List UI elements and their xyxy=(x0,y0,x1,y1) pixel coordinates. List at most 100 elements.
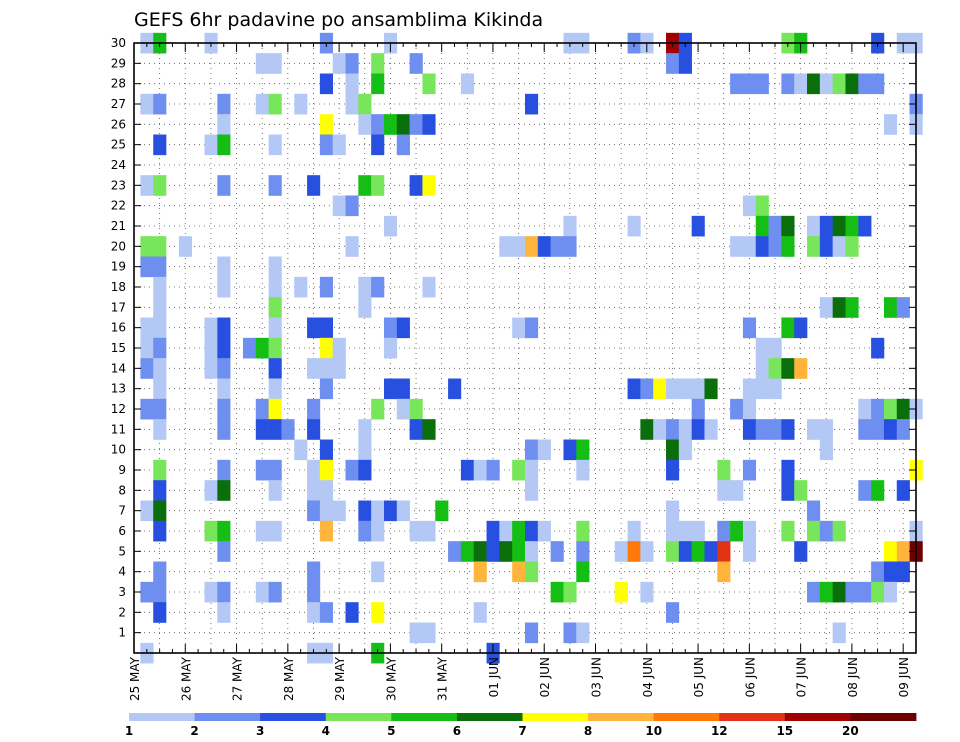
heatmap-cell xyxy=(255,398,269,420)
y-axis: 1234567891011121314151617181920212223242… xyxy=(111,36,916,640)
heatmap-cell xyxy=(640,419,654,440)
heatmap-cell xyxy=(666,378,680,400)
y-tick-label: 8 xyxy=(118,483,126,497)
heatmap-cell xyxy=(678,520,692,542)
heatmap-cell xyxy=(742,195,757,217)
heatmap-cell xyxy=(512,541,526,562)
heatmap-cell xyxy=(883,581,898,603)
legend-label: 6 xyxy=(453,724,461,738)
heatmap-cell xyxy=(396,500,410,522)
heatmap-cell xyxy=(294,276,308,298)
legend-swatch xyxy=(325,713,392,721)
y-tick-label: 4 xyxy=(118,565,126,579)
heatmap-cell xyxy=(460,73,475,95)
heatmap-cell xyxy=(332,53,346,74)
heatmap-cell xyxy=(204,317,218,339)
heatmap-cell xyxy=(730,480,744,501)
heatmap-cell xyxy=(563,439,577,461)
heatmap-cell xyxy=(653,378,667,400)
heatmap-cell xyxy=(678,439,692,461)
legend-label: 7 xyxy=(518,724,526,738)
heatmap-cell xyxy=(268,358,282,379)
heatmap-cell xyxy=(319,114,334,135)
heatmap-cell xyxy=(153,520,167,542)
heatmap-cell xyxy=(371,134,385,156)
heatmap-cell xyxy=(153,358,167,379)
heatmap-cell xyxy=(525,561,539,583)
heatmap-cell xyxy=(332,500,346,522)
heatmap-cell xyxy=(255,53,269,74)
legend-swatch xyxy=(653,713,720,721)
heatmap-cell xyxy=(268,53,282,74)
x-tick-label: 31 MAY xyxy=(436,656,450,701)
heatmap-cell xyxy=(319,134,334,156)
heatmap-cell xyxy=(383,500,398,522)
heatmap-cell xyxy=(153,459,167,481)
heatmap-cell xyxy=(204,358,218,379)
heatmap-cell xyxy=(550,581,564,603)
heatmap-cell xyxy=(678,378,692,400)
heatmap-cell xyxy=(371,73,385,95)
heatmap-cell xyxy=(499,236,513,257)
heatmap-cell xyxy=(858,480,872,501)
y-tick-label: 15 xyxy=(111,341,126,355)
heatmap-cell xyxy=(832,520,846,542)
heatmap-cell xyxy=(345,93,359,115)
heatmap-cell xyxy=(217,358,231,379)
heatmap-cell xyxy=(807,581,821,603)
heatmap-cell xyxy=(371,602,385,623)
heatmap-cell xyxy=(268,256,282,278)
legend-swatch xyxy=(129,713,195,721)
heatmap-cell xyxy=(794,358,808,379)
heatmap-cell xyxy=(140,236,154,257)
y-tick-label: 5 xyxy=(118,544,126,558)
heatmap-cell xyxy=(332,358,346,379)
heatmap-cell xyxy=(409,398,423,420)
heatmap-cell xyxy=(755,378,769,400)
heatmap-cell xyxy=(422,419,436,440)
heatmap-cell xyxy=(794,73,808,95)
heatmap-cell xyxy=(140,175,154,196)
heatmap-cell xyxy=(371,520,385,542)
heatmap-cell xyxy=(153,378,167,400)
legend-label: 8 xyxy=(584,724,592,738)
heatmap-cell xyxy=(153,561,167,583)
heatmap-cell xyxy=(358,439,372,461)
heatmap-cell xyxy=(614,541,628,562)
heatmap-cell xyxy=(781,520,795,542)
heatmap-cell xyxy=(563,622,577,644)
heatmap-cell xyxy=(691,398,705,420)
heatmap-cell xyxy=(153,581,167,603)
heatmap-cell xyxy=(255,337,269,359)
heatmap-cell xyxy=(691,215,705,237)
heatmap-cell xyxy=(319,276,334,298)
y-tick-label: 7 xyxy=(118,504,126,518)
heatmap-cell xyxy=(345,195,359,217)
heatmap-cell xyxy=(268,520,282,542)
y-tick-label: 1 xyxy=(118,626,126,640)
heatmap-cell xyxy=(819,215,833,237)
heatmap-cell xyxy=(807,419,821,440)
heatmap-cell xyxy=(383,378,398,400)
heatmap-cell xyxy=(486,520,500,542)
heatmap-cell xyxy=(345,459,359,481)
heatmap-cell xyxy=(268,337,282,359)
heatmap-cell xyxy=(396,114,410,135)
heatmap-cell xyxy=(576,459,590,481)
x-tick-label: 02 JUN xyxy=(538,657,552,697)
heatmap-cell xyxy=(204,520,218,542)
heatmap-cell xyxy=(153,175,167,196)
heatmap-cell xyxy=(422,622,436,644)
heatmap-cell xyxy=(319,439,334,461)
y-tick-label: 14 xyxy=(111,361,126,375)
heatmap-cell xyxy=(896,398,910,420)
heatmap-cell xyxy=(255,93,269,115)
heatmap-cell xyxy=(666,602,680,623)
y-tick-label: 30 xyxy=(111,36,126,50)
x-tick-label: 03 JUN xyxy=(590,657,604,697)
heatmap-cell xyxy=(781,459,795,481)
heatmap-cell xyxy=(794,541,808,562)
heatmap-cell xyxy=(319,378,334,400)
heatmap-cell xyxy=(781,317,795,339)
